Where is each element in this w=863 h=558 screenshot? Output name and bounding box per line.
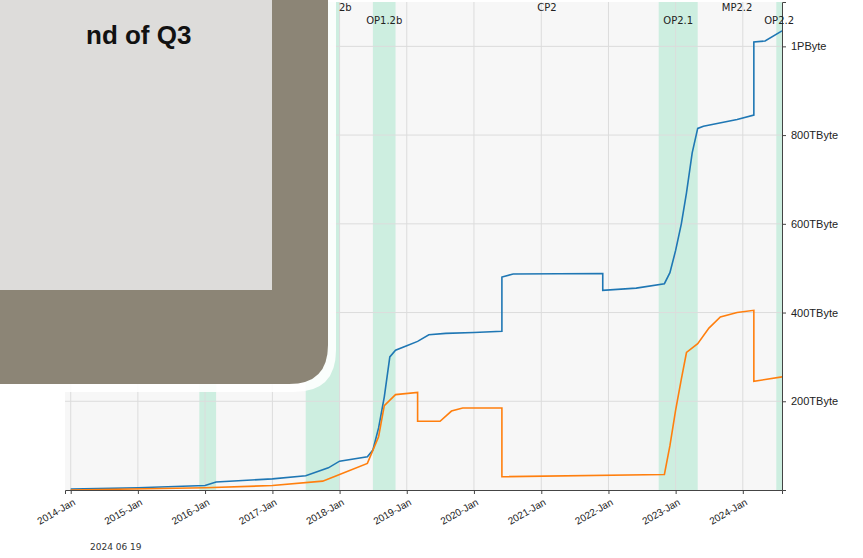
grid-line xyxy=(406,2,407,490)
y-tick-mark xyxy=(782,135,786,136)
x-tick-label: 2014-Jan xyxy=(35,496,77,526)
y-tick-mark xyxy=(782,46,786,47)
x-axis-line xyxy=(66,491,783,495)
x-tick-label: 2015-Jan xyxy=(103,496,145,526)
period-label: 2b xyxy=(339,2,352,13)
y-tick-mark xyxy=(782,313,786,314)
text-box xyxy=(0,0,272,290)
x-tick: 2014-Jan xyxy=(35,490,77,527)
campaign-band xyxy=(373,2,396,490)
x-tick: 2021-Jan xyxy=(506,490,548,527)
y-axis: 200TByte 400TByte 600TByte 800TByte 1PByte xyxy=(782,3,838,491)
y-tick: 400TByte xyxy=(782,307,838,319)
slide-text: nd of Q3 xyxy=(86,20,191,50)
y-tick: 600TByte xyxy=(782,218,838,230)
y-axis-line xyxy=(783,3,787,491)
grid-line xyxy=(608,2,609,490)
x-tick: 2016-Jan xyxy=(170,490,212,527)
y-tick-mark xyxy=(782,224,786,225)
x-tick-label: 2019-Jan xyxy=(371,496,413,526)
x-tick-mark xyxy=(205,490,206,494)
x-tick: 2023-Jan xyxy=(640,490,682,527)
chart: 2014-Jan 2015-Jan 2016-Jan 2017-Jan 2018-Jan… xyxy=(0,0,863,558)
grid-line xyxy=(742,2,743,490)
x-tick-mark xyxy=(407,490,408,494)
y-tick-label: 600TByte xyxy=(791,218,838,230)
x-tick-label: 2023-Jan xyxy=(640,496,682,526)
x-tick-mark xyxy=(71,490,72,494)
x-tick: 2015-Jan xyxy=(103,490,145,527)
x-tick: 2017-Jan xyxy=(237,490,279,527)
y-tick-label: 800TByte xyxy=(791,129,838,141)
x-tick: 2020-Jan xyxy=(439,490,481,527)
x-tick-label: 2022-Jan xyxy=(573,496,615,526)
x-tick-mark xyxy=(474,490,475,494)
y-tick-label: 1PByte xyxy=(791,40,826,52)
grid-line xyxy=(541,2,542,490)
x-tick-label: 2016-Jan xyxy=(170,496,212,526)
x-tick-mark xyxy=(272,490,273,494)
y-tick-label: 200TByte xyxy=(791,395,838,407)
y-tick-label: 400TByte xyxy=(791,307,838,319)
period-label: MP2.2 xyxy=(722,2,753,13)
y-tick-mark xyxy=(782,401,786,402)
grid-line xyxy=(65,401,782,402)
grid-line xyxy=(339,2,340,490)
y-tick: 1PByte xyxy=(782,40,826,52)
x-tick-label: 2020-Jan xyxy=(439,496,481,526)
campaign-band xyxy=(659,2,698,490)
x-axis: 2014-Jan 2015-Jan 2016-Jan 2017-Jan 2018-Jan… xyxy=(35,490,782,527)
x-tick: 2018-Jan xyxy=(304,490,346,527)
x-tick-mark xyxy=(541,490,542,494)
y-tick: 200TByte xyxy=(782,395,838,407)
x-tick: 2024-Jan xyxy=(707,490,749,527)
x-tick-mark xyxy=(138,490,139,494)
x-tick-label: 2018-Jan xyxy=(304,496,346,526)
campaign-label: OP1.2b xyxy=(366,15,402,26)
x-tick-mark xyxy=(676,490,677,494)
slide-overlay: nd of Q3 xyxy=(0,0,336,392)
x-tick: 2022-Jan xyxy=(573,490,615,527)
x-tick-mark xyxy=(340,490,341,494)
x-tick-mark xyxy=(743,490,744,494)
campaign-band xyxy=(776,2,782,490)
x-tick-label: 2017-Jan xyxy=(237,496,279,526)
grid-line xyxy=(473,2,474,490)
photo-frame xyxy=(0,0,336,392)
period-label: CP2 xyxy=(537,2,556,13)
x-tick-label: 2024-Jan xyxy=(707,496,749,526)
campaign-label: OP2.2 xyxy=(764,15,794,26)
date-stamp: 2024 06 19 xyxy=(90,542,142,552)
x-tick: 2019-Jan xyxy=(371,490,413,527)
campaign-label: OP2.1 xyxy=(663,15,693,26)
x-tick-label: 2021-Jan xyxy=(506,496,548,526)
x-tick-mark xyxy=(608,490,609,494)
y-tick: 800TByte xyxy=(782,129,838,141)
photo xyxy=(0,0,328,384)
